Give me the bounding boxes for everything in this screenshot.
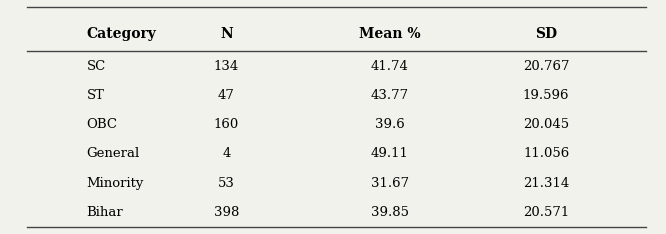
Text: 4: 4 <box>222 147 230 160</box>
Text: 31.67: 31.67 <box>370 177 409 190</box>
Text: General: General <box>87 147 140 160</box>
Text: 134: 134 <box>214 60 239 73</box>
Text: Minority: Minority <box>87 177 144 190</box>
Text: Bihar: Bihar <box>87 206 123 219</box>
Text: SD: SD <box>535 27 557 41</box>
Text: Mean %: Mean % <box>359 27 420 41</box>
Text: N: N <box>220 27 233 41</box>
Text: 21.314: 21.314 <box>523 177 569 190</box>
Text: 47: 47 <box>218 89 235 102</box>
Text: 19.596: 19.596 <box>523 89 569 102</box>
Text: 398: 398 <box>214 206 239 219</box>
Text: ST: ST <box>87 89 105 102</box>
Text: 20.045: 20.045 <box>523 118 569 131</box>
Text: 49.11: 49.11 <box>371 147 408 160</box>
Text: 41.74: 41.74 <box>371 60 408 73</box>
Text: SC: SC <box>87 60 106 73</box>
Text: 20.571: 20.571 <box>523 206 569 219</box>
Text: 39.6: 39.6 <box>375 118 404 131</box>
Text: 43.77: 43.77 <box>370 89 409 102</box>
Text: 39.85: 39.85 <box>370 206 409 219</box>
Text: OBC: OBC <box>87 118 118 131</box>
Text: 11.056: 11.056 <box>523 147 569 160</box>
Text: Category: Category <box>87 27 157 41</box>
Text: 53: 53 <box>218 177 235 190</box>
Text: 160: 160 <box>214 118 239 131</box>
Text: 20.767: 20.767 <box>523 60 569 73</box>
